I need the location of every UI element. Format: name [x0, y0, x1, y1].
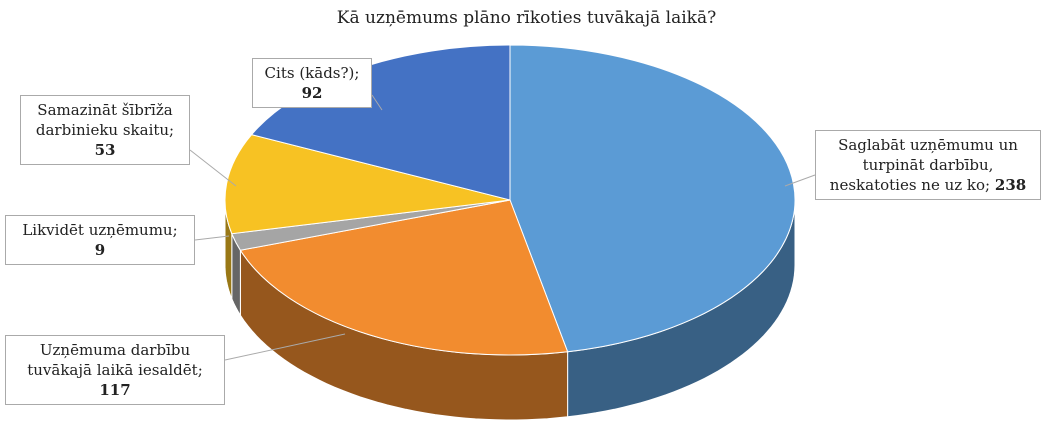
leader-line — [189, 149, 237, 187]
slice — [509, 44, 796, 353]
chart-title: Kā uzņēmums plāno rīkoties tuvākajā laik… — [336, 8, 717, 28]
data-label: Uzņēmuma darbību tuvākajā laikā iesaldēt… — [5, 335, 225, 405]
category-label: Likvidēt uzņēmumu; — [22, 221, 178, 239]
leader-line — [784, 174, 816, 187]
category-label: Samazināt šībrīža darbinieku skaitu; — [35, 101, 175, 139]
category-label: Uzņēmuma darbību tuvākajā laikā iesaldēt… — [27, 341, 203, 379]
data-label: Likvidēt uzņēmumu; 9 — [5, 215, 195, 265]
value-label: 92 — [301, 84, 323, 102]
category-label: Cits (kāds?); — [264, 64, 360, 82]
data-label: Saglabāt uzņēmumu un turpināt darbību, n… — [815, 130, 1041, 200]
leader-line — [194, 235, 230, 241]
data-label: Samazināt šībrīža darbinieku skaitu; 53 — [20, 95, 190, 165]
value-label: 53 — [94, 141, 116, 159]
leader-line — [224, 333, 346, 361]
slice — [224, 134, 511, 235]
leader-line — [371, 94, 383, 111]
data-label: Cits (kāds?); 92 — [252, 58, 372, 108]
category-label: Saglabāt uzņēmumu un turpināt darbību, n… — [829, 136, 1018, 194]
value-label: 238 — [994, 176, 1027, 194]
value-label: 117 — [99, 381, 131, 399]
slice — [239, 199, 569, 356]
value-label: 9 — [94, 241, 106, 259]
